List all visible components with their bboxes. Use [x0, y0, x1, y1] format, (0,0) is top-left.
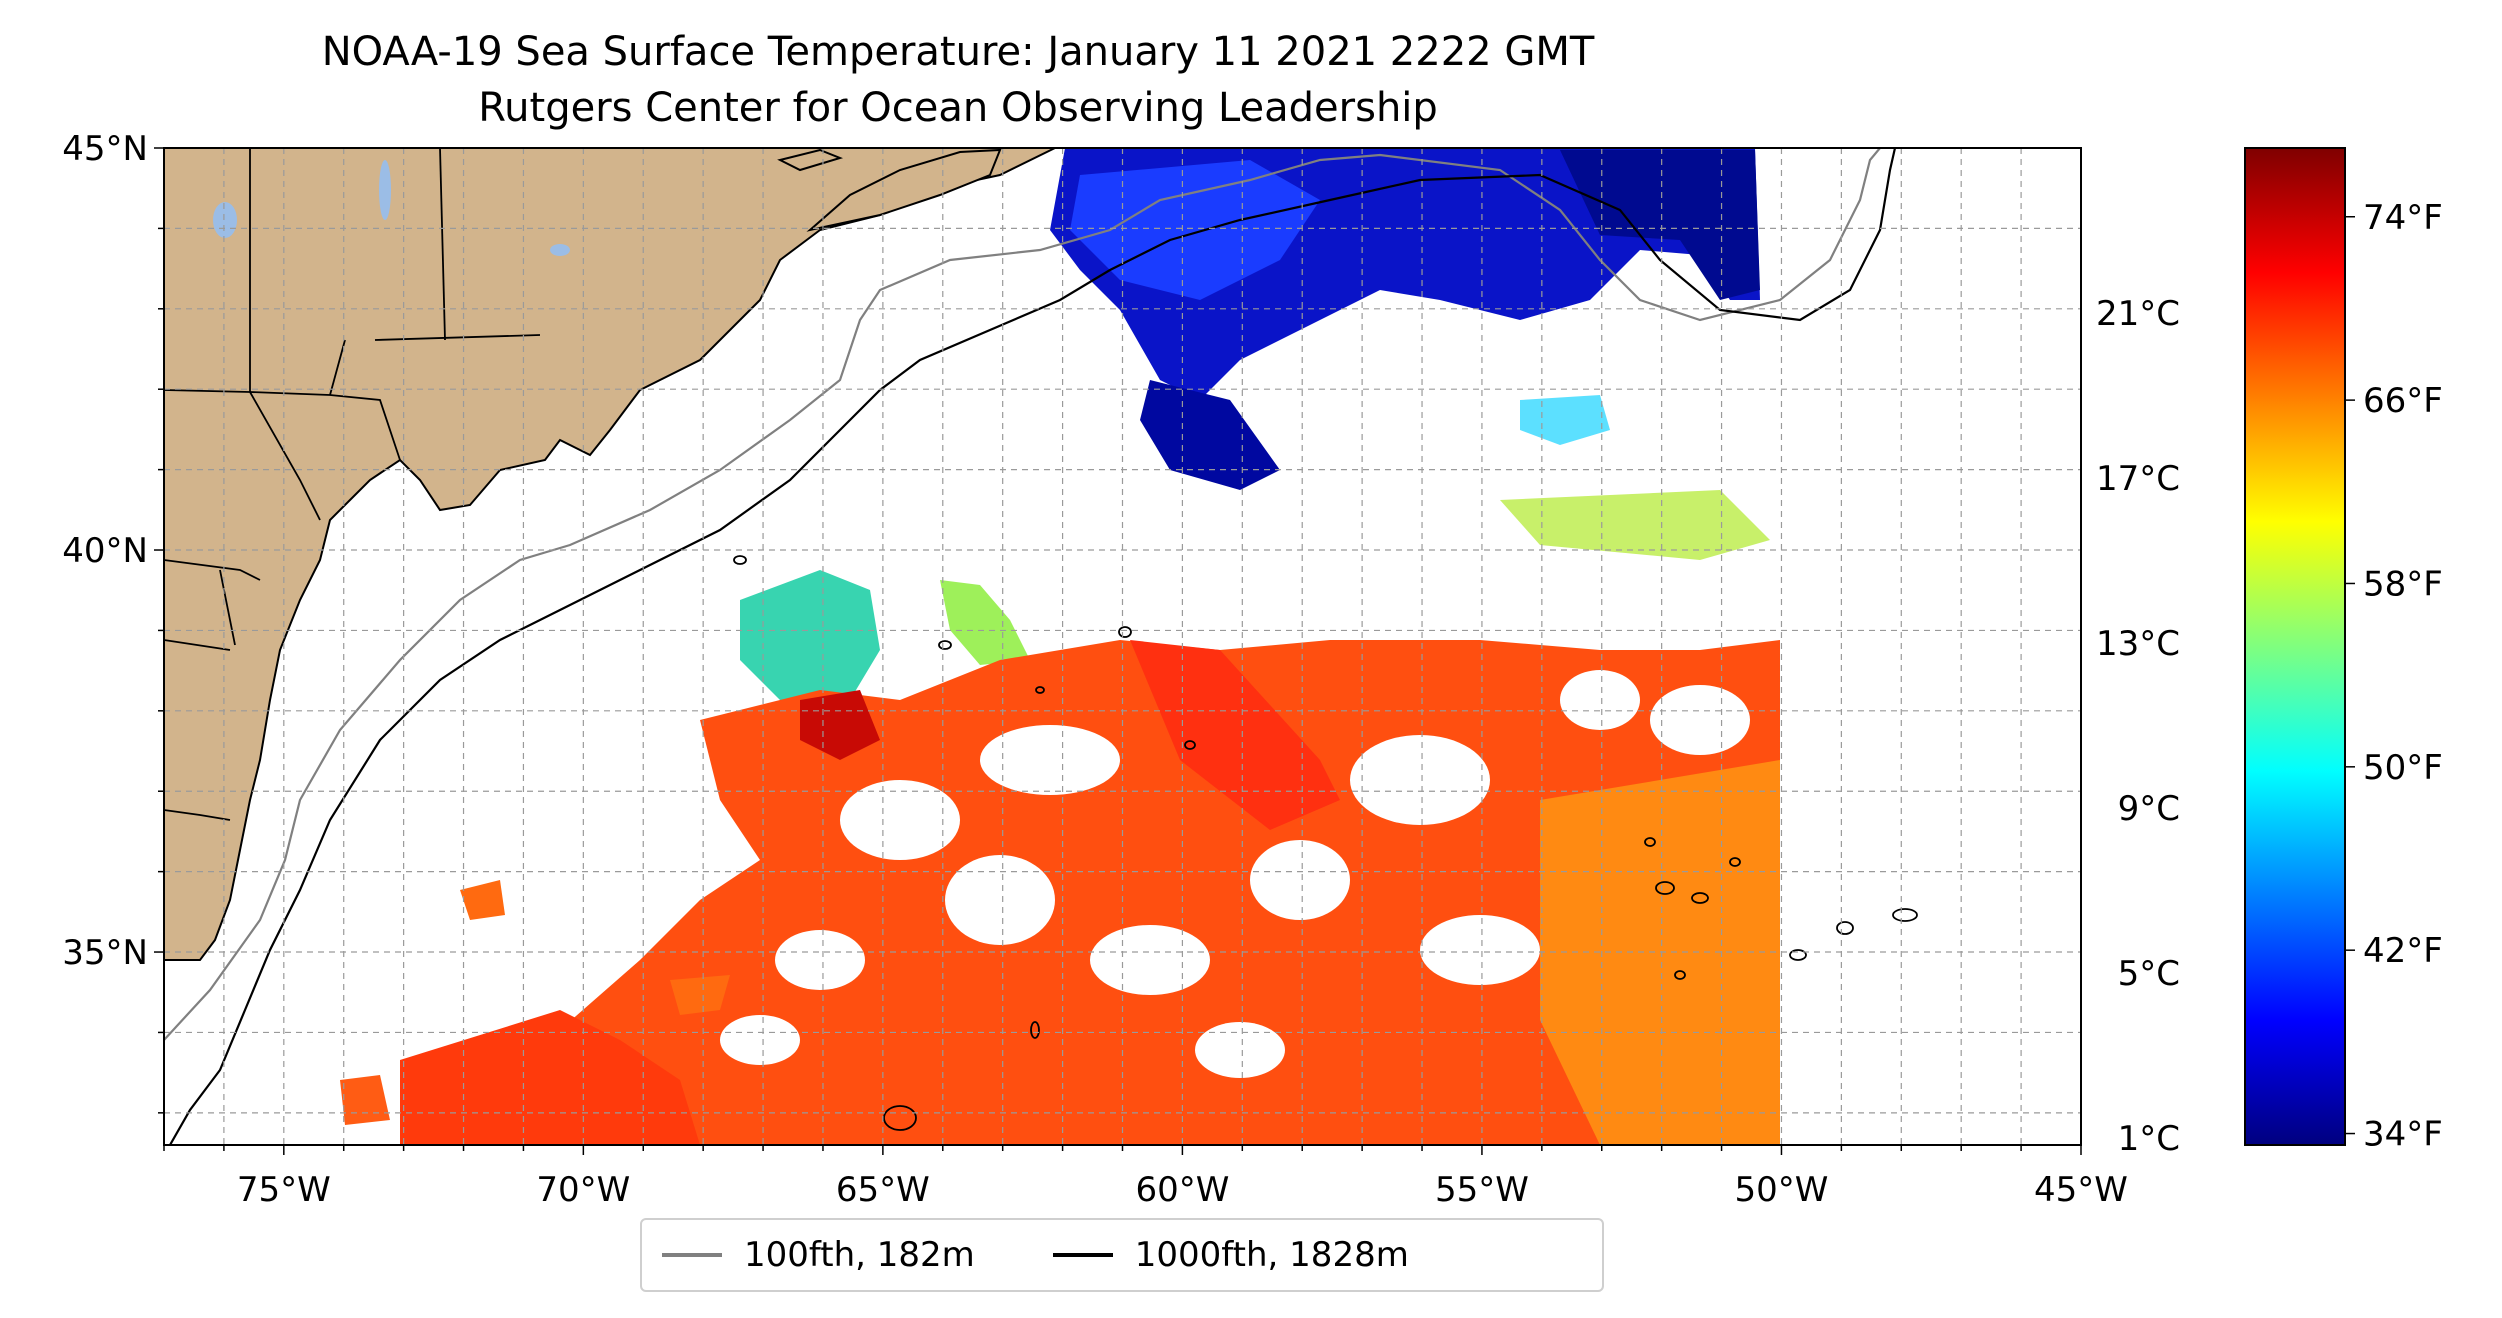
chart-title: NOAA-19 Sea Surface Temperature: January… — [321, 29, 1595, 75]
y-tick-label: 45°N — [62, 129, 148, 169]
isobath-100fth — [164, 148, 1881, 1041]
colorbar-c-label: 21°C — [2096, 294, 2180, 334]
sst-patch-warm-hot — [800, 690, 880, 760]
legend-label-1000fth: 1000fth, 1828m — [1134, 1235, 1409, 1275]
colorbar-c-label: 5°C — [2118, 954, 2180, 994]
x-tick-label: 60°W — [1135, 1170, 1229, 1210]
colorbar-f-label: 74°F — [2363, 198, 2443, 238]
legend-line-100fth — [662, 1253, 722, 1257]
sst-patch-cold-east — [1560, 150, 1760, 300]
sst-patch-warm-west — [400, 1010, 700, 1145]
sst-patch-warm-spot-a — [460, 880, 505, 920]
x-tick-label: 75°W — [237, 1170, 331, 1210]
sst-patch-cool-c — [1520, 395, 1610, 445]
colorbar-c-label: 1°C — [2118, 1119, 2180, 1159]
x-tick-label: 45°W — [2034, 1170, 2128, 1210]
y-tick-label: 40°N — [62, 531, 148, 571]
legend-label-100fth: 100fth, 182m — [744, 1235, 975, 1275]
land-pei — [777, 148, 844, 172]
y-tick-label: 35°N — [62, 933, 148, 973]
legend-line-1000fth — [1052, 1253, 1113, 1257]
chart-subtitle: Rutgers Center for Ocean Observing Leade… — [478, 85, 1438, 131]
land-north-america — [164, 148, 1056, 961]
isobath-1000fth — [169, 148, 1897, 1145]
colorbar-f-label: 50°F — [2363, 748, 2443, 788]
colorbar — [2244, 147, 2346, 1146]
colorbar-c-label: 9°C — [2118, 789, 2180, 829]
colorbar-f-label: 58°F — [2363, 564, 2443, 604]
legend-item-100fth: 100fth, 182m — [642, 1235, 975, 1275]
sst-patch-cool-a — [740, 570, 880, 700]
sst-patch-cold-lobe — [1140, 380, 1280, 490]
legend-item-1000fth: 1000fth, 1828m — [1033, 1235, 1409, 1275]
grid-lines — [164, 148, 2081, 1145]
seamount-contours — [733, 555, 1918, 1131]
sst-patch-cool-d — [1500, 490, 1770, 560]
x-tick-label: 70°W — [536, 1170, 630, 1210]
sst-patch-cold-inner — [1070, 160, 1320, 300]
sst-patch-cool-b — [940, 580, 1030, 665]
colorbar-f-label: 42°F — [2363, 931, 2443, 971]
x-tick-label: 55°W — [1435, 1170, 1529, 1210]
x-tick-label: 50°W — [1735, 1170, 1829, 1210]
colorbar-c-label: 13°C — [2096, 624, 2180, 664]
land-nova-scotia — [806, 148, 1002, 232]
colorbar-f-label: 66°F — [2363, 381, 2443, 421]
sst-cloud-gaps — [720, 670, 1750, 1078]
colorbar-ticks: 34°F 42°F 50°F 58°F 66°F 74°F 1°C 5°C 9°C 13°C 17°… — [2096, 198, 2443, 1159]
legend: 100fth, 182m 1000fth, 1828m — [640, 1218, 1604, 1292]
sst-patch-warm-spot-b — [670, 975, 730, 1015]
colorbar-c-label: 17°C — [2096, 459, 2180, 499]
x-tick-label: 65°W — [836, 1170, 930, 1210]
state-borders — [164, 148, 541, 821]
sst-data-layer — [164, 148, 1780, 1145]
colorbar-f-label: 34°F — [2363, 1115, 2443, 1155]
axis-ticks: 75°W 70°W 65°W 60°W 55°W 50°W 45°W 35°N 40°N 45°N — [62, 129, 2128, 1210]
